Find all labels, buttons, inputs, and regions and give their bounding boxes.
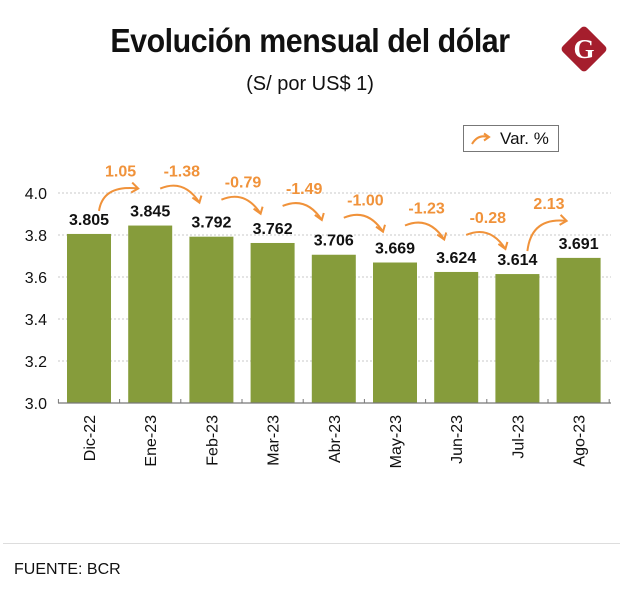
variation-arrow xyxy=(221,195,262,215)
variation-label: -1.00 xyxy=(347,193,384,210)
bar xyxy=(556,257,601,403)
variation-label: -0.28 xyxy=(470,210,507,227)
bar-value-label: 3.691 xyxy=(559,236,599,253)
variation-label: -1.23 xyxy=(408,201,445,218)
bar xyxy=(311,254,356,403)
bar-value-label: 3.792 xyxy=(191,215,231,232)
x-tick-label: Feb-23 xyxy=(204,415,221,466)
variation-label: 2.13 xyxy=(533,196,564,213)
logo-diamond xyxy=(561,26,607,72)
variation-arrowhead xyxy=(253,206,264,216)
variation-arrow xyxy=(159,184,201,204)
bar xyxy=(495,274,540,403)
footer-divider xyxy=(3,543,620,544)
y-tick-label: 3.0 xyxy=(25,396,47,413)
bar xyxy=(128,225,173,403)
bar xyxy=(67,233,111,403)
x-tick-label: Jul-23 xyxy=(510,415,527,459)
y-tick-label: 4.0 xyxy=(25,186,47,203)
bar-value-label: 3.762 xyxy=(253,221,293,238)
x-tick-label: Ene-23 xyxy=(143,415,160,467)
curved-arrow-icon xyxy=(471,132,491,145)
bar-value-label: 3.614 xyxy=(497,252,537,269)
source-note: FUENTE: BCR xyxy=(14,561,121,578)
y-tick-label: 3.8 xyxy=(25,228,47,245)
g-diamond-logo-icon: G xyxy=(561,26,607,72)
x-tick-label: Mar-23 xyxy=(266,415,283,466)
variation-arrowhead xyxy=(436,232,448,242)
variation-arrow xyxy=(282,202,323,221)
logo-letter: G xyxy=(573,34,594,64)
variation-arrowhead xyxy=(314,212,325,222)
bar-value-label: 3.624 xyxy=(436,250,476,267)
bar xyxy=(434,271,479,403)
variation-label: 1.05 xyxy=(105,164,136,181)
y-tick-label: 3.4 xyxy=(25,312,47,329)
bar-chart: 3.0 3.2 3.4 3.6 3.8 4.0 3.805 Dic-22 3.845 Ene-23… xyxy=(25,164,611,468)
variation-arrowhead xyxy=(375,224,386,234)
x-tick-label: Abr-23 xyxy=(327,415,344,463)
variation-arrowhead xyxy=(559,214,569,226)
bar-value-label: 3.669 xyxy=(375,241,415,258)
variation-label: -1.49 xyxy=(286,181,323,198)
variation-arrow xyxy=(465,231,507,250)
bar xyxy=(189,236,234,403)
x-tick-label: Jun-23 xyxy=(449,415,466,464)
x-tick-label: Ago-23 xyxy=(572,415,589,467)
bar-value-label: 3.805 xyxy=(69,212,109,229)
y-tick-label: 3.6 xyxy=(25,270,47,287)
variation-arrow xyxy=(526,219,567,252)
variation-arrowhead xyxy=(191,195,203,205)
variation-arrowhead xyxy=(130,181,140,194)
variation-arrow xyxy=(343,213,384,233)
legend-label: Var. % xyxy=(500,128,549,148)
chart-title: Evolución mensual del dólar xyxy=(110,22,510,59)
x-tick-label: Dic-22 xyxy=(82,415,99,461)
bar-value-label: 3.845 xyxy=(130,204,170,221)
variation-arrow xyxy=(98,187,139,212)
variation-label: -0.79 xyxy=(225,175,262,192)
variation-arrowhead xyxy=(497,241,509,251)
variation-label: -1.38 xyxy=(164,164,201,181)
bar-value-label: 3.706 xyxy=(314,233,354,250)
bar xyxy=(373,262,417,403)
x-tick-label: May-23 xyxy=(388,415,405,468)
bar xyxy=(250,242,295,403)
chart-subtitle: (S/ por US$ 1) xyxy=(246,73,374,95)
legend: Var. % xyxy=(463,125,559,152)
y-tick-label: 3.2 xyxy=(25,354,47,371)
variation-arrow xyxy=(404,221,446,241)
